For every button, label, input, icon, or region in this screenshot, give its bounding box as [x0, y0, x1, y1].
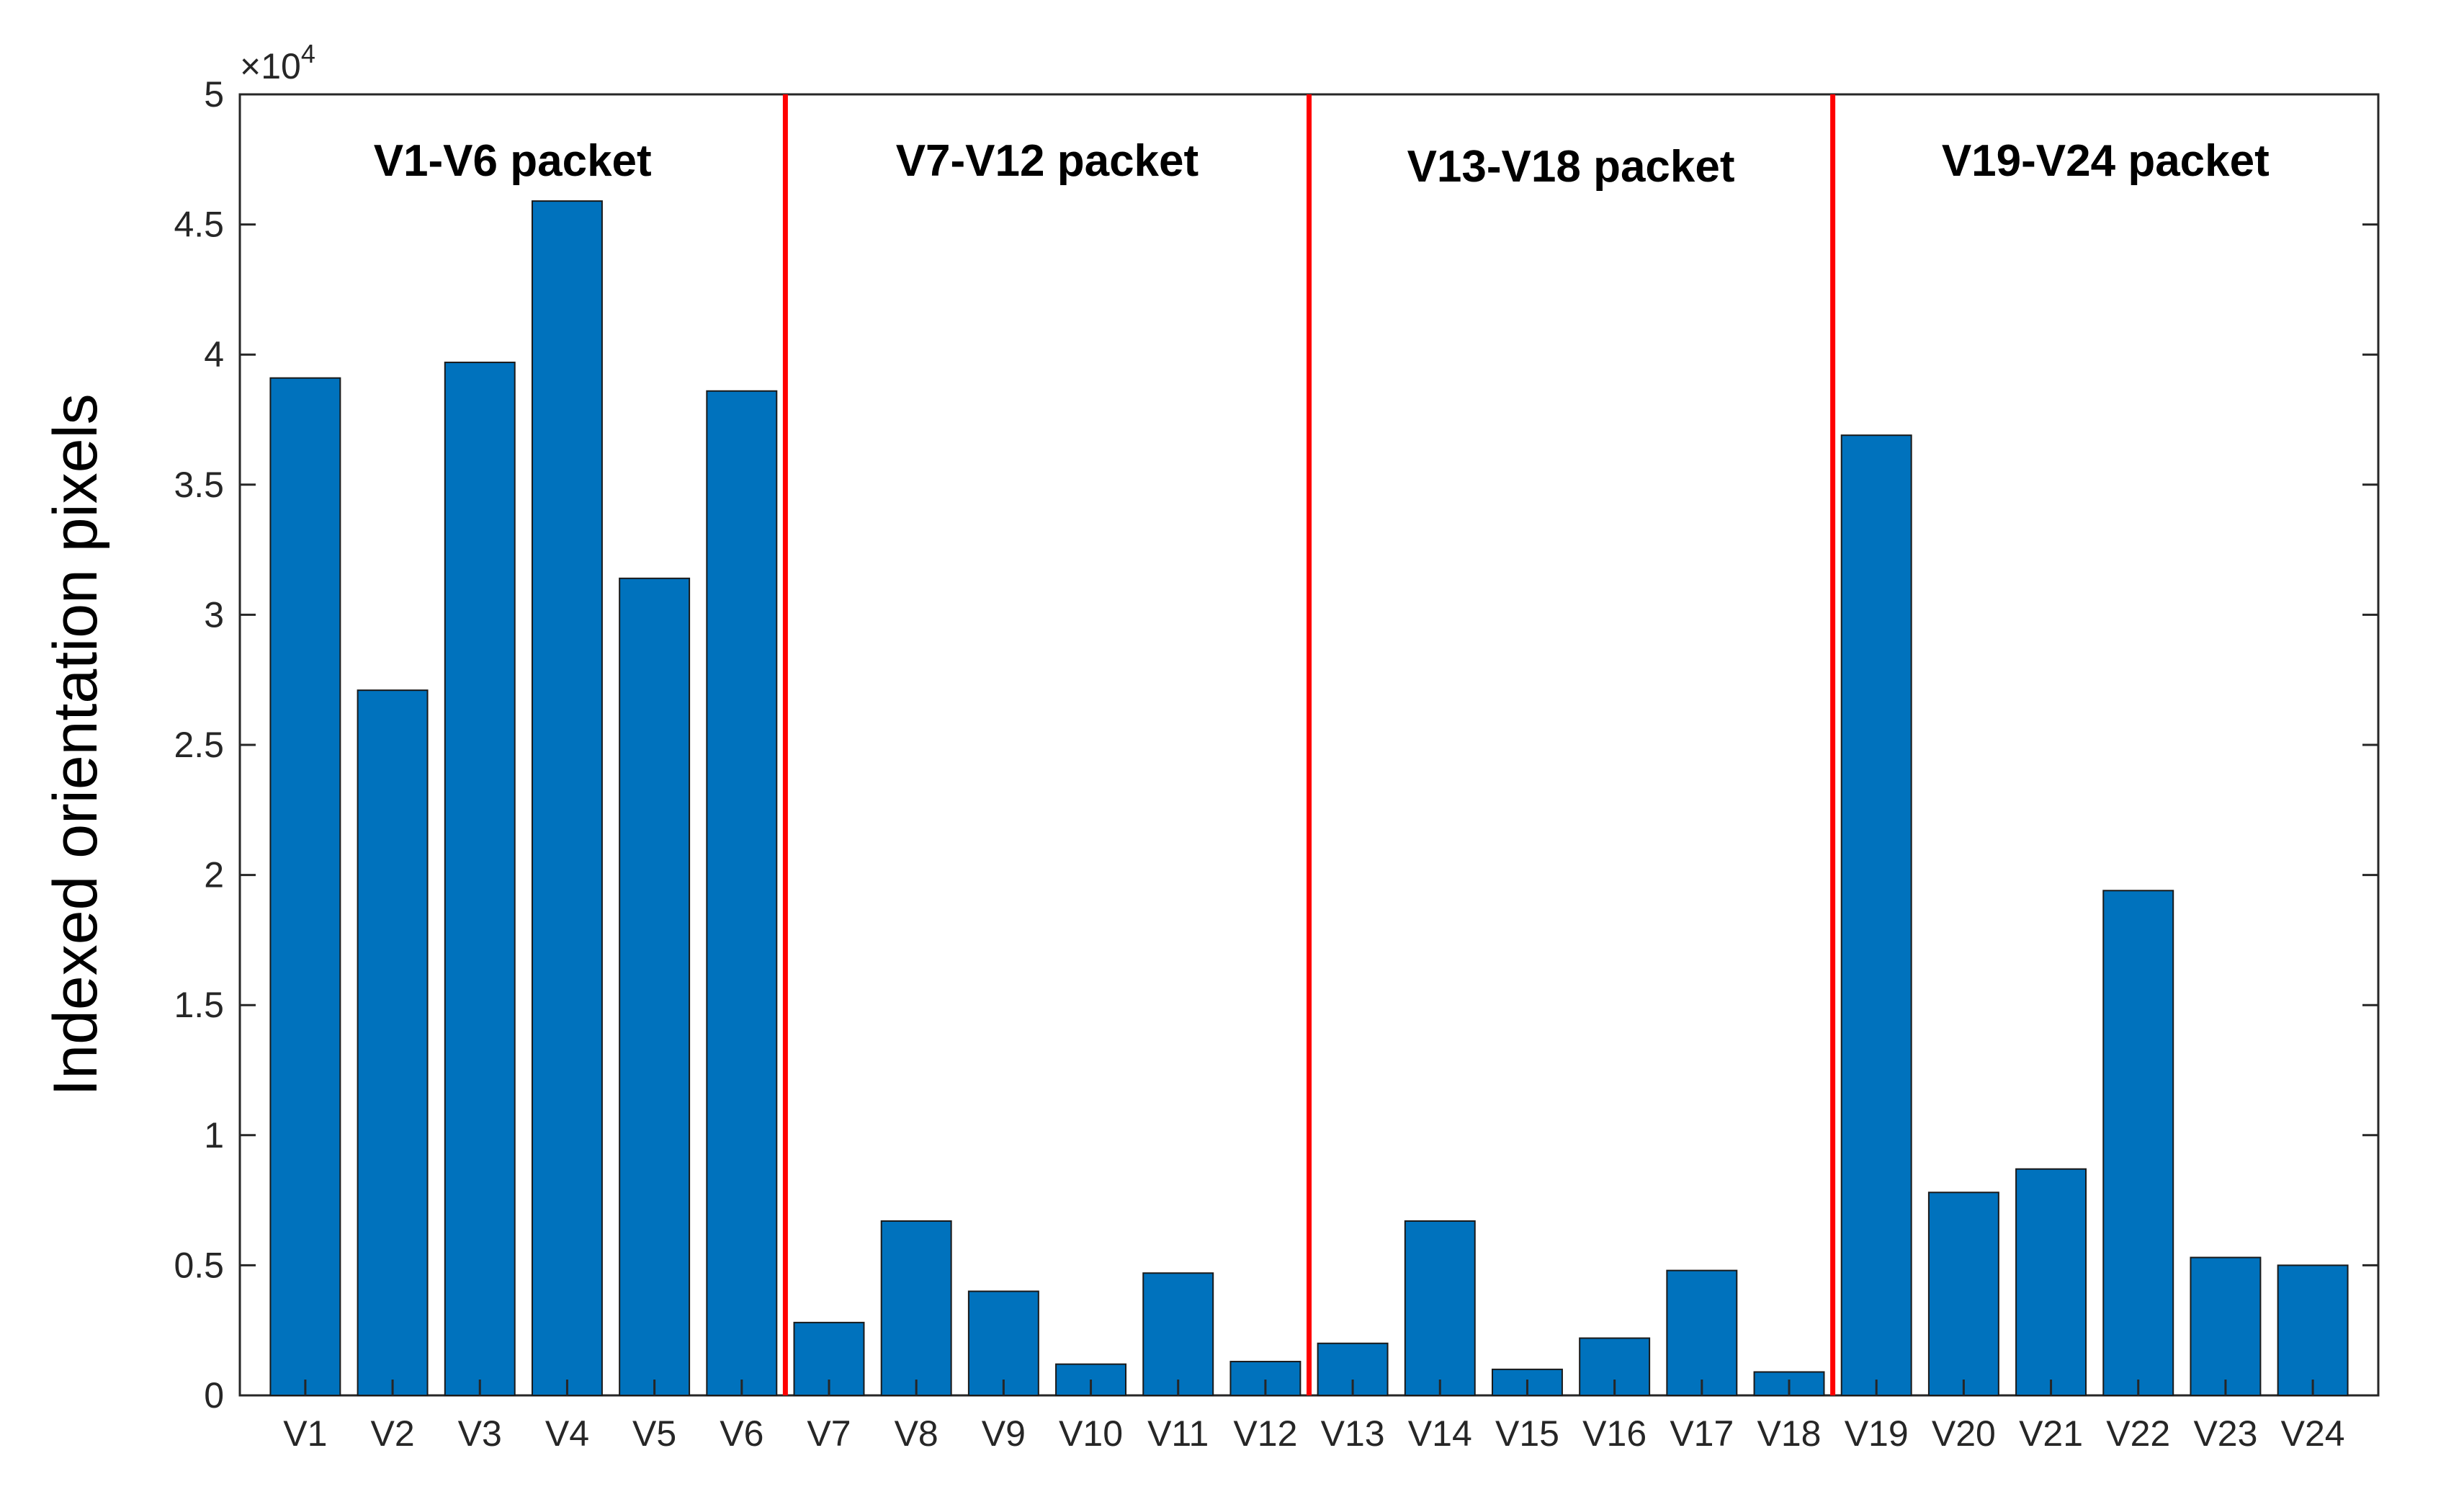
- x-tick-label-v12: V12: [1233, 1413, 1297, 1454]
- x-tick-label-v3: V3: [458, 1413, 502, 1454]
- x-tick-label-v10: V10: [1059, 1413, 1123, 1454]
- y-tick-label: 2.5: [174, 725, 224, 765]
- x-tick-label-v22: V22: [2106, 1413, 2170, 1454]
- x-tick-label-v8: V8: [895, 1413, 938, 1454]
- y-tick-label: 3: [204, 594, 224, 635]
- x-tick-label-v7: V7: [807, 1413, 851, 1454]
- y-tick-label: 4.5: [174, 205, 224, 245]
- x-tick-label-v1: V1: [283, 1413, 327, 1454]
- bar-v24: [2277, 1264, 2349, 1397]
- x-tick-label-v15: V15: [1495, 1413, 1559, 1454]
- bar-v20: [1927, 1192, 1999, 1397]
- y-tick-label: 3.5: [174, 465, 224, 505]
- bar-v21: [2015, 1168, 2087, 1396]
- bar-v8: [880, 1220, 952, 1396]
- x-tick-label-v16: V16: [1582, 1413, 1647, 1454]
- bar-v11: [1142, 1272, 1214, 1396]
- y-tick-label: 0: [204, 1375, 224, 1416]
- x-axis: V1 V2 V3 V4 V5 V6 V7 V8 V9 V10 V11 V12 V13 V14 V15 V16 V…: [283, 1380, 2345, 1454]
- x-tick-label-v9: V9: [982, 1413, 1026, 1454]
- x-tick-label-v14: V14: [1408, 1413, 1472, 1454]
- y-axis-label: Indexed orientation pixels: [41, 393, 110, 1096]
- bar-v3: [444, 362, 516, 1396]
- packet-label-3: V13-V18 packet: [1407, 142, 1735, 192]
- y-tick-label: 2: [204, 855, 224, 895]
- bar-v2: [357, 689, 429, 1396]
- packet-label-2: V7-V12 packet: [896, 136, 1199, 186]
- y-tick-label: 1.5: [174, 985, 224, 1025]
- bar-v22: [2102, 890, 2174, 1396]
- y-axis-exponent: ×104: [240, 39, 315, 86]
- x-tick-label-v6: V6: [720, 1413, 763, 1454]
- x-tick-label-v5: V5: [632, 1413, 676, 1454]
- bar-v5: [619, 577, 691, 1396]
- x-tick-label-v21: V21: [2019, 1413, 2083, 1454]
- x-tick-label-v23: V23: [2193, 1413, 2257, 1454]
- x-tick-label-v20: V20: [1932, 1413, 1996, 1454]
- y-tick-label: 5: [204, 74, 224, 115]
- x-tick-label-v2: V2: [370, 1413, 414, 1454]
- y-tick-label: 0.5: [174, 1245, 224, 1285]
- packet-label-4: V19-V24 packet: [1942, 136, 2270, 186]
- exponent-base: ×10: [240, 46, 301, 86]
- bar-v1: [269, 377, 341, 1396]
- x-tick-label-v13: V13: [1321, 1413, 1385, 1454]
- x-tick-label-v11: V11: [1147, 1413, 1209, 1454]
- bar-v9: [967, 1290, 1039, 1397]
- bar-v23: [2190, 1256, 2262, 1396]
- packet-labels: V1-V6 packet V7-V12 packet V13-V18 packet V…: [374, 136, 2270, 192]
- x-tick-label-v18: V18: [1757, 1413, 1822, 1454]
- y-tick-label: 1: [204, 1115, 224, 1155]
- packet-separators: [782, 94, 1836, 1395]
- bar-v6: [706, 390, 778, 1397]
- x-tick-label-v24: V24: [2281, 1413, 2345, 1454]
- exponent-power: 4: [301, 39, 315, 68]
- y-axis: 0 0.5 1 1.5 2 2.5 3 3.5 4 4.5 5: [174, 74, 2378, 1416]
- packet-label-1: V1-V6 packet: [374, 136, 652, 186]
- bar-v19: [1840, 434, 1912, 1396]
- y-tick-label: 4: [204, 334, 224, 375]
- bar-v17: [1666, 1269, 1738, 1397]
- x-tick-label-v17: V17: [1670, 1413, 1734, 1454]
- x-tick-label-v19: V19: [1845, 1413, 1909, 1454]
- bar-v4: [531, 200, 603, 1396]
- bar-v14: [1404, 1220, 1476, 1396]
- x-tick-label-v4: V4: [545, 1413, 589, 1454]
